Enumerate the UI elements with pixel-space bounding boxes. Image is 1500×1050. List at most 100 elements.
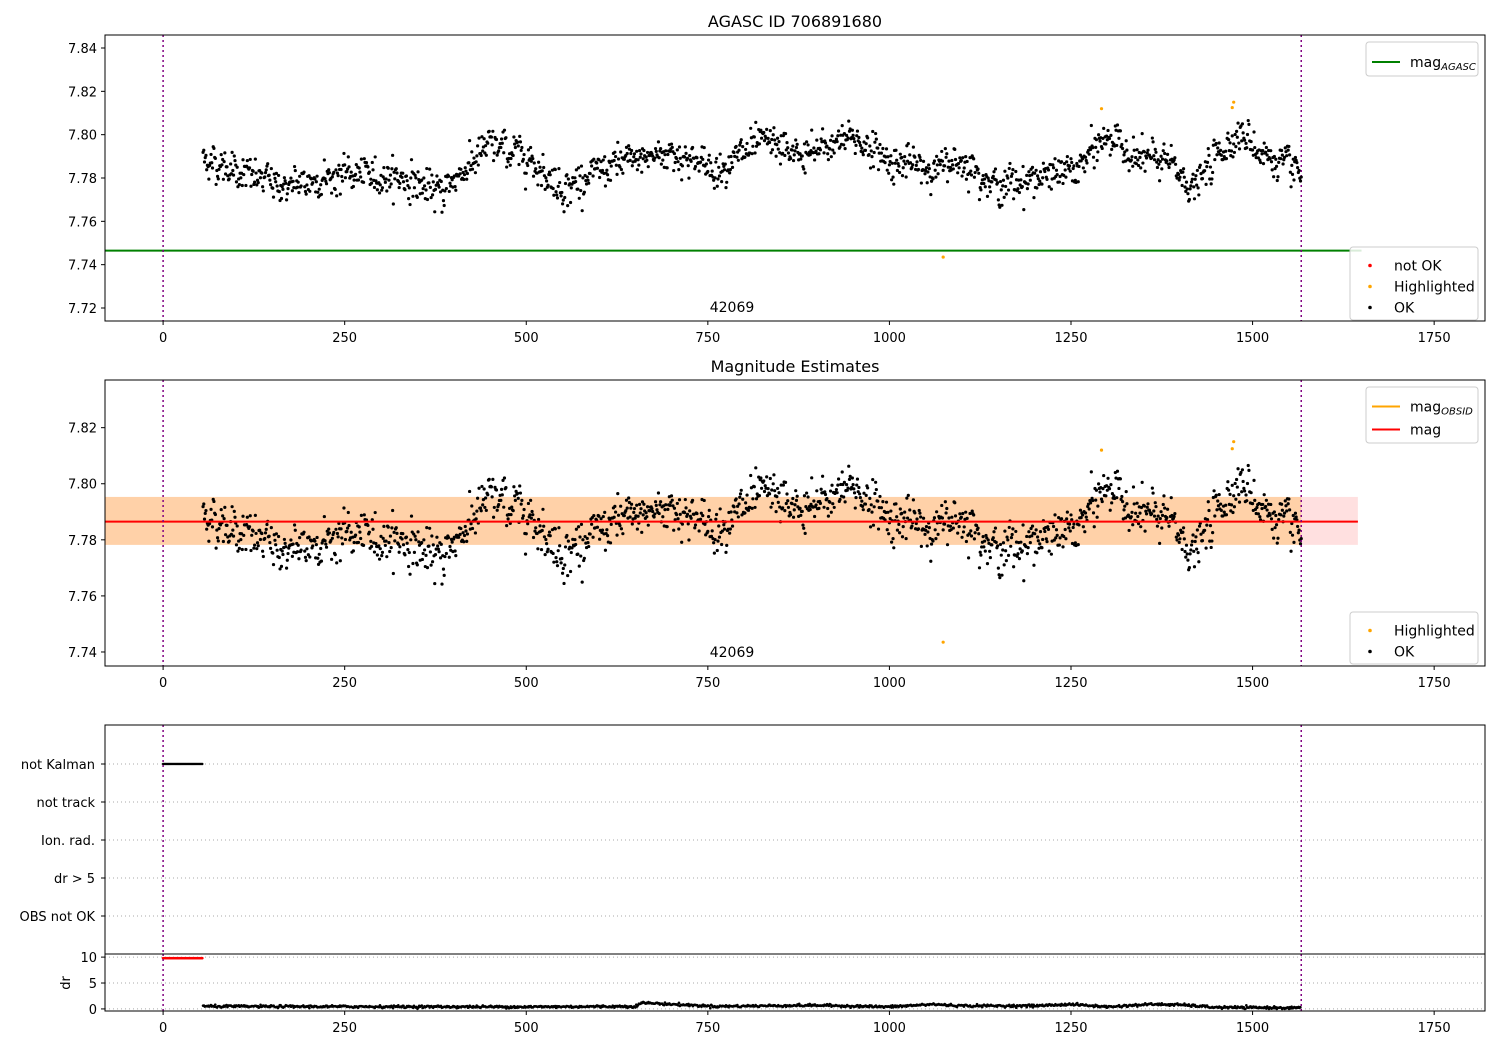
ok-point [1076, 543, 1080, 547]
ok-point [536, 547, 540, 551]
ok-point [1136, 163, 1141, 168]
ok-point [1205, 160, 1210, 164]
ok-point [689, 159, 693, 163]
ok-point [438, 556, 443, 560]
ok-point [324, 542, 328, 546]
ok-point [810, 476, 814, 480]
ok-point [1008, 161, 1012, 166]
ok-point [936, 532, 940, 536]
ok-point [885, 168, 889, 172]
ok-point [1063, 168, 1067, 172]
ok-point [1184, 180, 1189, 184]
ok-point [373, 155, 377, 159]
ok-point [1182, 537, 1186, 541]
ok-point [215, 174, 220, 178]
ok-point [735, 155, 739, 159]
ok-point [469, 163, 473, 168]
ok-point [890, 540, 894, 544]
ok-point [766, 486, 770, 491]
ok-point [553, 167, 557, 172]
ok-point [1132, 148, 1136, 152]
ok-point [1065, 154, 1069, 159]
x-tick-label: 250 [332, 1021, 357, 1036]
ok-point [998, 542, 1003, 547]
ok-point [940, 516, 945, 520]
ok-point [1233, 132, 1237, 137]
ok-point [759, 136, 764, 140]
ok-point [1244, 141, 1248, 145]
ok-point [1087, 507, 1091, 511]
ok-point [560, 202, 565, 206]
ok-point [1253, 498, 1257, 503]
ok-point [1107, 487, 1112, 491]
ok-point [1240, 490, 1244, 494]
ok-point [968, 511, 972, 516]
ok-point [903, 154, 907, 159]
ok-point [544, 176, 548, 180]
ok-point [826, 514, 831, 518]
ok-point [686, 522, 690, 526]
ok-point [324, 179, 328, 183]
ok-point [847, 464, 851, 468]
ok-point [253, 513, 257, 518]
ok-point [1094, 498, 1098, 502]
ok-point [966, 190, 971, 194]
ok-point [803, 171, 807, 175]
ok-point [982, 177, 987, 181]
ok-point [951, 167, 955, 171]
ok-point [401, 543, 406, 547]
ok-point [476, 163, 480, 167]
ok-point [659, 162, 663, 166]
ok-point [757, 142, 762, 146]
ok-point [1010, 532, 1014, 537]
ok-point [284, 198, 289, 202]
ok-point [876, 168, 881, 172]
ok-point [579, 554, 583, 558]
ok-point [424, 188, 428, 192]
ok-point [369, 181, 374, 185]
ok-point [774, 510, 778, 514]
ok-point [499, 498, 503, 502]
ok-point [996, 566, 1000, 570]
ok-point [629, 506, 633, 510]
ok-point [529, 516, 533, 520]
flag-point [201, 762, 204, 766]
ok-point [652, 515, 656, 519]
ok-point [205, 168, 209, 172]
ok-point [489, 485, 493, 489]
ok-point [430, 173, 434, 177]
ok-point [276, 534, 281, 539]
ok-point [308, 189, 312, 193]
ok-point [986, 176, 990, 180]
ok-point [417, 540, 421, 544]
ok-point [384, 177, 388, 181]
ok-point [322, 514, 326, 519]
ok-point [216, 177, 220, 181]
ok-point [559, 194, 563, 198]
ok-point [1094, 138, 1099, 142]
ok-point [1064, 537, 1068, 541]
ok-point [754, 466, 758, 470]
ok-point [429, 195, 433, 200]
ok-point [261, 554, 265, 559]
ok-point [212, 146, 216, 150]
ok-point [1169, 143, 1173, 148]
ok-point [810, 128, 814, 132]
ok-point [1004, 184, 1008, 189]
ok-point [1236, 121, 1240, 125]
ok-point [770, 148, 775, 152]
ok-point [209, 152, 213, 157]
ok-point [1185, 187, 1189, 191]
ok-point [725, 180, 729, 184]
ok-point [396, 542, 401, 546]
ok-point [552, 193, 556, 197]
ok-point [1035, 535, 1040, 539]
ok-point [1083, 530, 1087, 534]
ok-point [430, 193, 435, 197]
ok-point [362, 157, 366, 161]
ok-point [1041, 176, 1045, 180]
ok-point [349, 530, 353, 534]
ok-point [657, 511, 661, 516]
ok-point [500, 141, 504, 145]
ok-point [268, 178, 272, 182]
